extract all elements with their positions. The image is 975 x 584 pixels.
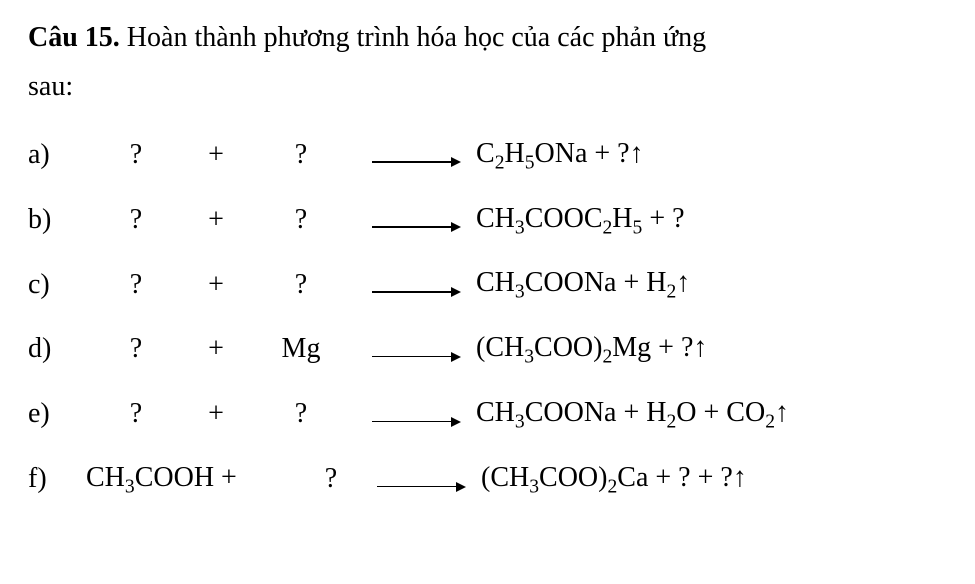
eq-label: c) xyxy=(28,263,86,308)
question-prompt-line1: Câu 15. Hoàn thành phương trình hóa học … xyxy=(28,16,947,61)
eq-label: b) xyxy=(28,198,86,243)
plus-sign: + xyxy=(186,198,246,243)
products: (CH3COO)2Ca + ? + ?↑ xyxy=(481,456,747,503)
question-number: Câu 15. xyxy=(28,22,120,53)
equation-row-c: c) ? + ? CH3COONa + H2↑ xyxy=(28,261,947,308)
eq-label: d) xyxy=(28,327,86,372)
reagent-2: ? xyxy=(246,392,356,437)
reaction-arrow xyxy=(356,263,476,308)
equation-row-a: a) ? + ? C2H5ONa + ?↑ xyxy=(28,132,947,179)
products: CH3COONa + H2O + CO2↑ xyxy=(476,391,789,438)
reaction-arrow xyxy=(356,133,476,178)
reaction-arrow xyxy=(356,198,476,243)
eq-label: a) xyxy=(28,133,86,178)
question-prompt-line2: sau: xyxy=(28,65,947,110)
equation-row-f: f) CH3COOH + ? (CH3COO)2Ca + ? + ?↑ xyxy=(28,456,947,503)
plus-sign: + xyxy=(186,263,246,308)
reagent-2: Mg xyxy=(246,327,356,372)
reagent-1: ? xyxy=(86,198,186,243)
reagent-1: CH3COOH + xyxy=(86,456,301,503)
prompt-text-1: Hoàn thành phương trình hóa học của các … xyxy=(120,22,706,53)
eq-label: f) xyxy=(28,457,86,502)
equation-row-d: d) ? + Mg (CH3COO)2Mg + ?↑ xyxy=(28,326,947,373)
products: (CH3COO)2Mg + ?↑ xyxy=(476,326,707,373)
reagent-1: ? xyxy=(86,392,186,437)
products: CH3COOC2H5 + ? xyxy=(476,197,685,244)
reaction-arrow xyxy=(356,392,476,437)
products: C2H5ONa + ?↑ xyxy=(476,132,644,179)
eq-label: e) xyxy=(28,392,86,437)
equation-row-e: e) ? + ? CH3COONa + H2O + CO2↑ xyxy=(28,391,947,438)
plus-sign: + xyxy=(186,392,246,437)
products: CH3COONa + H2↑ xyxy=(476,261,690,308)
reaction-arrow xyxy=(361,457,481,502)
reaction-arrow xyxy=(356,327,476,372)
reagent-2: ? xyxy=(301,457,361,502)
plus-sign: + xyxy=(186,327,246,372)
reagent-1: ? xyxy=(86,133,186,178)
document-page: Câu 15. Hoàn thành phương trình hóa học … xyxy=(0,0,975,537)
reagent-2: ? xyxy=(246,133,356,178)
equation-row-b: b) ? + ? CH3COOC2H5 + ? xyxy=(28,197,947,244)
reagent-2: ? xyxy=(246,198,356,243)
reagent-1: ? xyxy=(86,327,186,372)
plus-sign: + xyxy=(186,133,246,178)
reagent-2: ? xyxy=(246,263,356,308)
reagent-1: ? xyxy=(86,263,186,308)
